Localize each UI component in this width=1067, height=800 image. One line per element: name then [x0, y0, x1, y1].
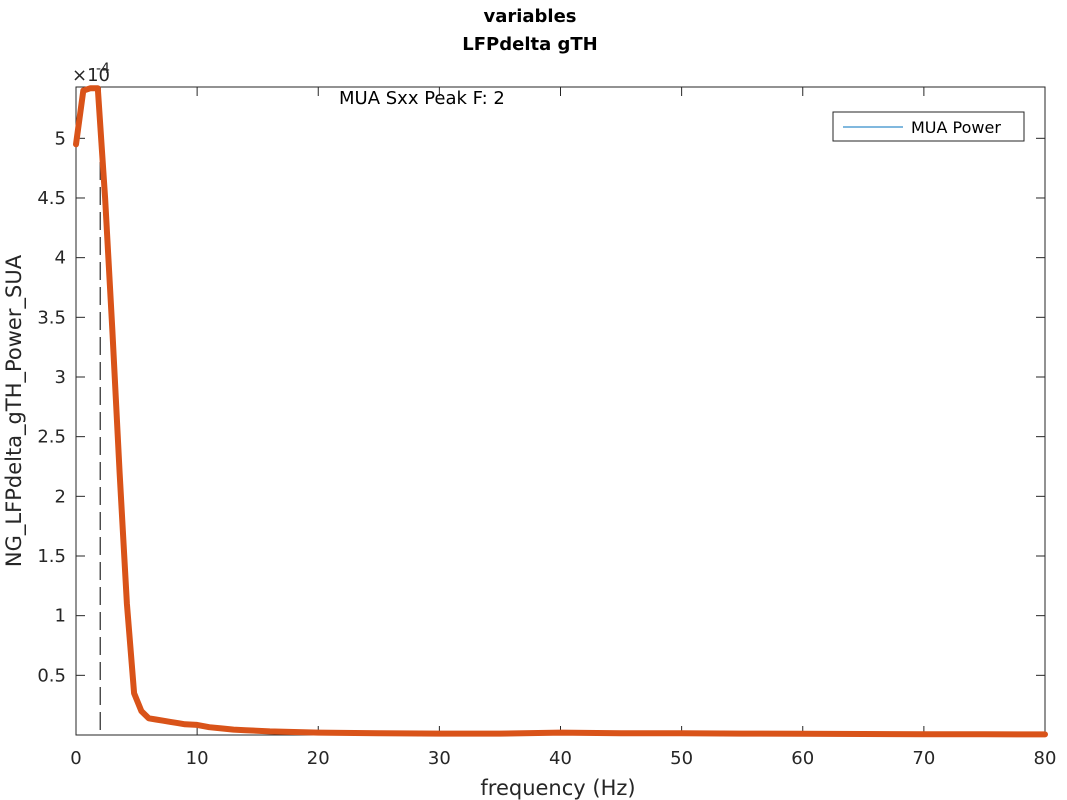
y-tick-label: 1.5: [37, 546, 66, 567]
y-exponent-label: ×10 -4: [72, 61, 110, 86]
chart-subtitle: LFPdelta gTH: [462, 34, 597, 55]
x-tick-label: 80: [1034, 748, 1057, 769]
legend-entry: MUA Power: [911, 118, 1001, 137]
y-tick-label: 4.5: [37, 188, 66, 209]
x-tick-label: 40: [549, 748, 572, 769]
y-axis: 0.5 1 1.5 2 2.5 3 3.5 4 4.5 5: [37, 128, 1045, 686]
series-line-mua-power: [73, 85, 1048, 738]
x-tick-label: 60: [791, 748, 814, 769]
y-tick-label: 2: [55, 486, 66, 507]
y-tick-label: 4: [55, 248, 66, 269]
y-exponent-power: -4: [96, 61, 110, 77]
x-tick-label: 50: [670, 748, 693, 769]
peak-annotation: MUA Sxx Peak F: 2: [339, 88, 505, 109]
y-tick-label: 1: [55, 606, 66, 627]
y-axis-label: NG_LFPdelta_gTH_Power_SUA: [2, 254, 27, 567]
y-tick-label: 2.5: [37, 427, 66, 448]
x-tick-label: 10: [186, 748, 209, 769]
y-tick-label: 3.5: [37, 307, 66, 328]
x-axis: 0 10 20 30 40 50 60 70 80: [70, 87, 1056, 769]
x-axis-label: frequency (Hz): [480, 776, 635, 800]
x-tick-label: 70: [912, 748, 935, 769]
y-tick-label: 5: [55, 128, 66, 149]
chart-title: variables: [483, 6, 576, 27]
x-tick-label: 30: [428, 748, 451, 769]
x-tick-label: 20: [307, 748, 330, 769]
y-exponent-base: ×10: [72, 65, 110, 86]
axes-box: [75, 86, 1046, 736]
legend: MUA Power: [832, 111, 1025, 142]
x-tick-label: 0: [70, 748, 81, 769]
y-tick-label: 0.5: [37, 665, 66, 686]
y-tick-label: 3: [55, 367, 66, 388]
plot-area: [75, 86, 1046, 736]
